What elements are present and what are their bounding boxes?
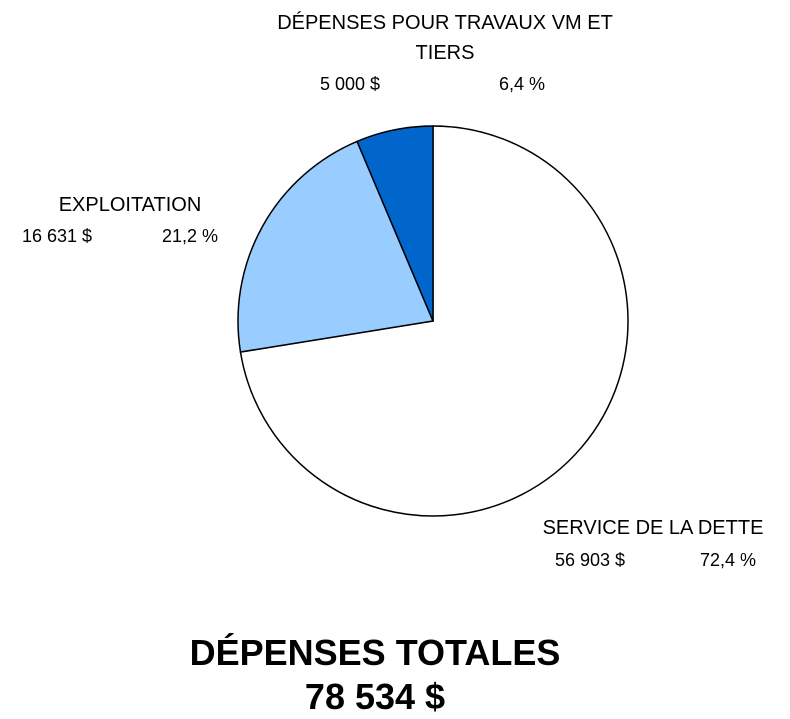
slice-label: DÉPENSES POUR TRAVAUX VM ET TIERS [277,12,613,64]
slice-label: SERVICE DE LA DETTE [542,517,764,539]
pie-slice [356,125,434,322]
value-label: 16 631 $ [21,226,93,246]
percent-label: 21,2 % [161,226,219,246]
pie-slice [237,140,435,353]
value-label: 5 000 $ [319,74,381,94]
slice-label: EXPLOITATION [58,194,202,216]
pie-slice [239,125,629,517]
chart-title: DÉPENSES TOTALES [189,632,561,673]
percent-label: 72,4 % [699,550,757,570]
percent-label: 6,4 % [498,74,546,94]
value-label: 56 903 $ [554,550,626,570]
chart-subtitle: 78 534 $ [304,676,446,717]
